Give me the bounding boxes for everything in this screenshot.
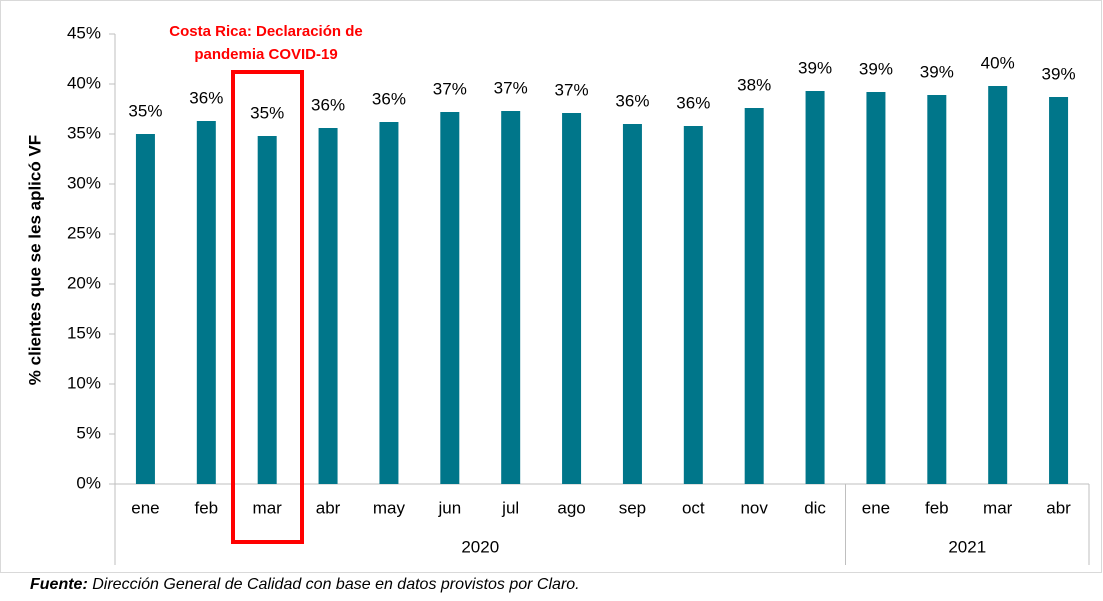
value-label: 37% bbox=[433, 79, 467, 98]
bar bbox=[1049, 97, 1069, 484]
bar bbox=[927, 95, 947, 484]
value-label: 35% bbox=[250, 103, 284, 122]
x-tick-label: jul bbox=[501, 498, 519, 517]
bar bbox=[622, 124, 642, 484]
bar bbox=[683, 126, 703, 484]
y-tick-label: 40% bbox=[67, 73, 101, 92]
x-tick-label: abr bbox=[1046, 498, 1071, 517]
bar bbox=[988, 86, 1008, 484]
source: Fuente: Dirección General de Calidad con… bbox=[30, 576, 580, 593]
value-label: 39% bbox=[1042, 64, 1076, 83]
x-tick-label: oct bbox=[682, 498, 705, 517]
x-tick-label: feb bbox=[194, 498, 218, 517]
x-tick-label: abr bbox=[316, 498, 341, 517]
group-label: 2020 bbox=[461, 537, 499, 556]
y-tick-label: 45% bbox=[67, 23, 101, 42]
value-label: 36% bbox=[676, 93, 710, 112]
bar bbox=[379, 122, 399, 484]
x-tick-label: ene bbox=[862, 498, 890, 517]
bar bbox=[501, 111, 521, 484]
x-tick-label: may bbox=[373, 498, 406, 517]
x-tick-label: ene bbox=[131, 498, 159, 517]
chart-border bbox=[0, 0, 1102, 573]
source-text: Dirección General de Calidad con base en… bbox=[92, 576, 579, 593]
y-tick-label: 35% bbox=[67, 123, 101, 142]
y-tick-label: 10% bbox=[67, 373, 101, 392]
y-tick-label: 15% bbox=[67, 323, 101, 342]
annotation: Costa Rica: Declaración de bbox=[169, 23, 362, 40]
annotation: pandemia COVID-19 bbox=[194, 46, 337, 63]
x-tick-label: feb bbox=[925, 498, 949, 517]
bar bbox=[318, 128, 338, 484]
bar bbox=[562, 113, 582, 484]
value-label: 36% bbox=[189, 88, 223, 107]
value-label: 38% bbox=[737, 75, 771, 94]
bar bbox=[805, 91, 825, 484]
y-tick-label: 5% bbox=[76, 423, 101, 442]
y-tick-label: 0% bbox=[76, 473, 101, 492]
value-label: 39% bbox=[859, 59, 893, 78]
bar bbox=[744, 108, 764, 484]
value-label: 40% bbox=[981, 53, 1015, 72]
value-label: 35% bbox=[128, 101, 162, 120]
value-label: 37% bbox=[555, 80, 589, 99]
x-tick-label: sep bbox=[619, 498, 646, 517]
x-tick-label: ago bbox=[557, 498, 585, 517]
x-tick-label: jun bbox=[437, 498, 461, 517]
bar bbox=[196, 121, 216, 484]
x-tick-label: mar bbox=[983, 498, 1013, 517]
bar bbox=[440, 112, 460, 484]
y-axis-title: % clientes que se les aplicó VF bbox=[25, 135, 44, 385]
y-tick-label: 30% bbox=[67, 173, 101, 192]
x-tick-label: dic bbox=[804, 498, 826, 517]
value-label: 36% bbox=[615, 91, 649, 110]
value-label: 37% bbox=[494, 78, 528, 97]
value-label: 39% bbox=[920, 62, 954, 81]
bar bbox=[135, 134, 155, 484]
highlight-box bbox=[231, 70, 304, 544]
value-label: 36% bbox=[311, 95, 345, 114]
bar bbox=[866, 92, 886, 484]
x-tick-label: nov bbox=[740, 498, 768, 517]
bar bbox=[257, 136, 277, 484]
value-label: 36% bbox=[372, 89, 406, 108]
x-tick-label: mar bbox=[253, 498, 283, 517]
group-label: 2021 bbox=[948, 537, 986, 556]
y-tick-label: 20% bbox=[67, 273, 101, 292]
value-label: 39% bbox=[798, 58, 832, 77]
source-label: Fuente: bbox=[30, 576, 88, 593]
y-tick-label: 25% bbox=[67, 223, 101, 242]
